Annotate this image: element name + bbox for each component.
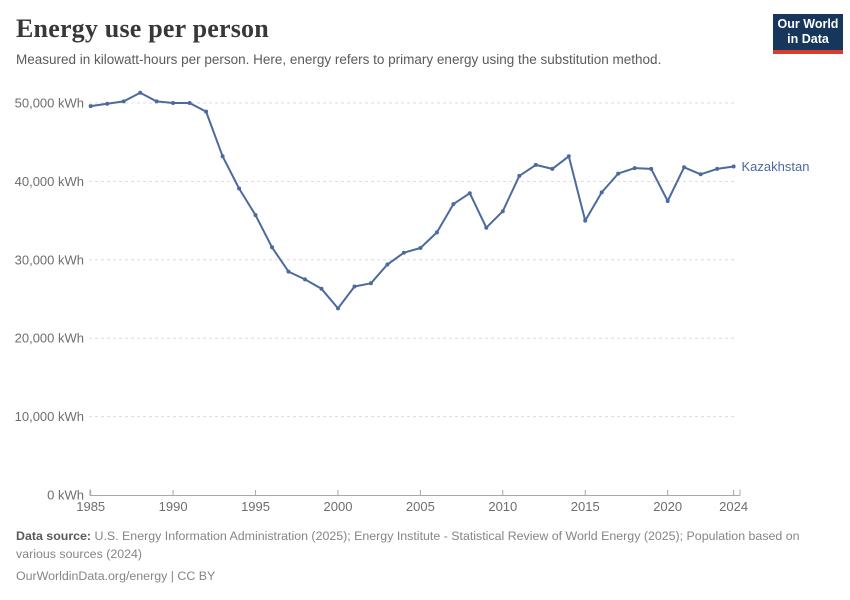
y-tick-label: 10,000 kWh [15,409,84,424]
data-source-label: Data source: [16,529,92,543]
y-tick-label: 30,000 kWh [15,252,84,267]
x-tick-label: 2000 [324,499,353,514]
data-point[interactable] [385,262,390,267]
data-point[interactable] [253,213,258,218]
x-tick-label: 1985 [76,499,105,514]
data-point[interactable] [237,186,242,191]
data-point[interactable] [319,286,324,291]
chart-subtitle: Measured in kilowatt-hours per person. H… [16,52,662,67]
x-tick-label: 2010 [488,499,517,514]
data-point[interactable] [352,284,357,289]
data-point[interactable] [88,104,93,109]
owid-logo[interactable]: Our World in Data [773,14,843,54]
data-point[interactable] [500,209,505,214]
data-point[interactable] [368,281,373,286]
data-point[interactable] [467,191,472,196]
footer-data-source: Data source: U.S. Energy Information Adm… [16,527,836,563]
data-point[interactable] [204,109,209,114]
x-tick-label: 2005 [406,499,435,514]
x-tick-label: 2024 [719,499,748,514]
data-point[interactable] [418,246,423,250]
series-end-label[interactable]: Kazakhstan [742,159,810,174]
chart-footer: Data source: U.S. Energy Information Adm… [16,527,836,585]
chart-title: Energy use per person [16,14,269,43]
y-tick-label: 40,000 kWh [15,174,84,189]
data-point[interactable] [451,202,456,207]
data-point[interactable] [220,154,225,159]
data-point[interactable] [484,225,489,230]
data-point[interactable] [270,245,274,250]
data-point[interactable] [731,164,736,169]
series-line-kazakhstan[interactable] [89,91,735,310]
data-point[interactable] [533,162,538,167]
y-tick-label: 0 kWh [47,488,84,503]
data-point[interactable] [550,166,555,171]
data-point[interactable] [187,101,192,105]
data-point[interactable] [336,306,340,311]
data-point[interactable] [583,218,588,223]
x-tick-label: 1995 [241,499,270,514]
data-point[interactable] [171,101,176,105]
data-point[interactable] [566,154,571,159]
data-point[interactable] [616,171,621,176]
data-point[interactable] [105,101,110,106]
data-point[interactable] [138,90,143,95]
data-point[interactable] [286,269,291,274]
data-point[interactable] [401,250,406,255]
data-point[interactable] [632,166,637,171]
data-point[interactable] [517,173,522,178]
data-point[interactable] [649,166,654,171]
data-source-text: U.S. Energy Information Administration (… [16,529,800,561]
owid-logo-line2: in Data [787,32,829,46]
data-point[interactable] [303,277,307,282]
data-point[interactable] [154,99,159,104]
x-tick-label: 1990 [159,499,188,514]
data-point[interactable] [121,99,126,104]
data-point[interactable] [434,230,439,235]
data-point[interactable] [599,190,604,195]
owid-logo-line1: Our World [777,17,839,31]
footer-link[interactable]: OurWorldinData.org/energy | CC BY [16,569,216,583]
y-tick-label: 20,000 kWh [15,331,84,346]
data-point[interactable] [698,172,703,177]
data-point[interactable] [715,166,720,171]
x-tick-label: 2015 [571,499,600,514]
x-tick-label: 2020 [653,499,682,514]
data-point[interactable] [682,165,687,170]
data-point[interactable] [665,199,670,203]
y-tick-label: 50,000 kWh [15,96,84,111]
